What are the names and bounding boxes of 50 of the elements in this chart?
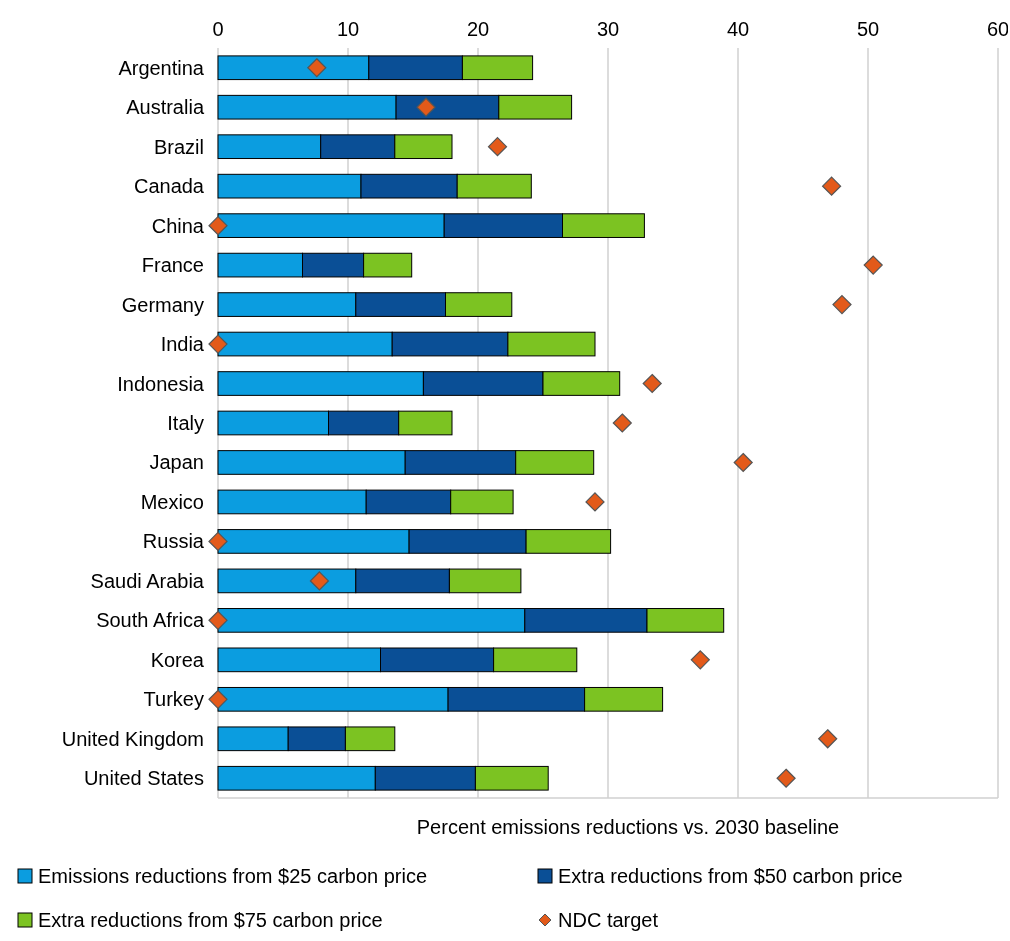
legend-label: Emissions reductions from $25 carbon price [38,865,428,887]
point [208,531,228,552]
point [487,137,508,157]
y-tick-label: Russia [142,530,205,553]
y-tick-label: Turkey [143,688,204,711]
point [822,176,842,196]
y-tick-label: Brazil [153,135,204,158]
point [307,58,327,78]
point [208,216,228,236]
point [818,729,838,749]
y-tick-label: China [151,214,205,237]
point [690,650,710,670]
y-tick-label: United States [83,767,204,790]
y-tick-label: South Africa [96,609,205,632]
point [208,610,228,630]
x-tick-label: 0 [212,18,224,40]
point [642,373,662,394]
point [416,97,436,117]
y-tick-label: France [141,254,204,277]
point [863,255,883,275]
y-tick-label: Germany [121,293,204,316]
legend-label: NDC target [558,909,659,931]
y-tick-label: India [160,333,205,356]
y-tick-label: United Kingdom [61,727,204,750]
x-tick-label: 30 [596,18,620,40]
x-tick-label: 20 [466,18,490,40]
point [309,571,329,591]
x-axis-title: Percent emissions reductions vs. 2030 baseline [416,816,840,838]
point [776,768,796,788]
y-tick-label: Italy [167,412,204,434]
x-tick-label: 50 [856,18,880,40]
y-tick-label: Australia [126,96,205,119]
y-tick-label: Japan [149,451,204,474]
legend-label: Extra reductions from $50 carbon price [558,865,903,887]
point [832,294,852,315]
y-tick-label: Saudi Arabia [90,569,205,592]
y-tick-label: Canada [133,175,205,198]
y-tick-label: Korea [150,648,205,671]
y-tick-label: Argentina [118,56,205,79]
x-tick-label: 60 [986,18,1010,40]
x-tick-label: 40 [726,18,750,40]
y-tick-label: Indonesia [117,372,205,395]
point [208,689,228,709]
point [585,492,605,512]
legend-label: Extra reductions from $75 carbon price [38,909,383,931]
x-tick-label: 10 [336,18,360,40]
y-tick-label: Mexico [140,490,204,513]
point [733,452,753,473]
point [208,334,228,354]
point [612,413,632,433]
